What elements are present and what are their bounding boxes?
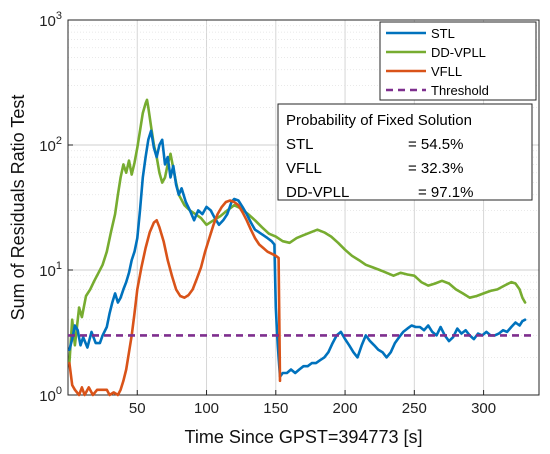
y-tick-label: 100 [39,385,62,405]
series-stl-line [68,129,527,378]
legend-label: STL [431,26,455,41]
y-tick-label: 103 [39,10,62,30]
series-vfll-line [68,199,282,397]
x-tick-label: 300 [471,400,496,417]
series-layer [68,98,533,397]
y-tick-label: 101 [39,260,62,280]
annotation-row-label: DD-VPLL [286,184,349,201]
legend-label: VFLL [431,64,462,79]
x-tick-label: 50 [129,400,146,417]
grid [68,20,539,395]
y-ticks: 100 101 102 103 [39,10,73,405]
x-tick-label: 200 [333,400,358,417]
annotation-row-label: VFLL [286,160,322,177]
annotation-row-value: = 32.3% [408,160,463,177]
x-axis-title: Time Since GPST=394773 [s] [185,427,423,447]
annotation-box [277,103,533,201]
plot-frame [67,19,540,396]
x-tick-label: 100 [194,400,219,417]
annotation-row-value: = 54.5% [408,136,463,153]
legend-box [379,21,537,101]
annotation-row-value: = 97.1% [418,184,473,201]
legend-label: DD-VPLL [431,45,486,60]
y-tick-label: 102 [39,135,62,155]
x-tick-label: 250 [402,400,427,417]
x-ticks: 50 100 150 200 250 300 [129,390,496,417]
annotation-row-label: STL [286,136,314,153]
y-axis-title: Sum of Residuals Ratio Test [8,95,28,321]
x-tick-label: 150 [263,400,288,417]
legend: STL DD-VPLL VFLL Threshold [379,21,537,101]
fixed-solution-annotation: Probability of Fixed Solution STL = 54.5% V… [277,103,533,201]
annotation-title: Probability of Fixed Solution [286,112,472,129]
legend-label: Threshold [431,83,489,98]
